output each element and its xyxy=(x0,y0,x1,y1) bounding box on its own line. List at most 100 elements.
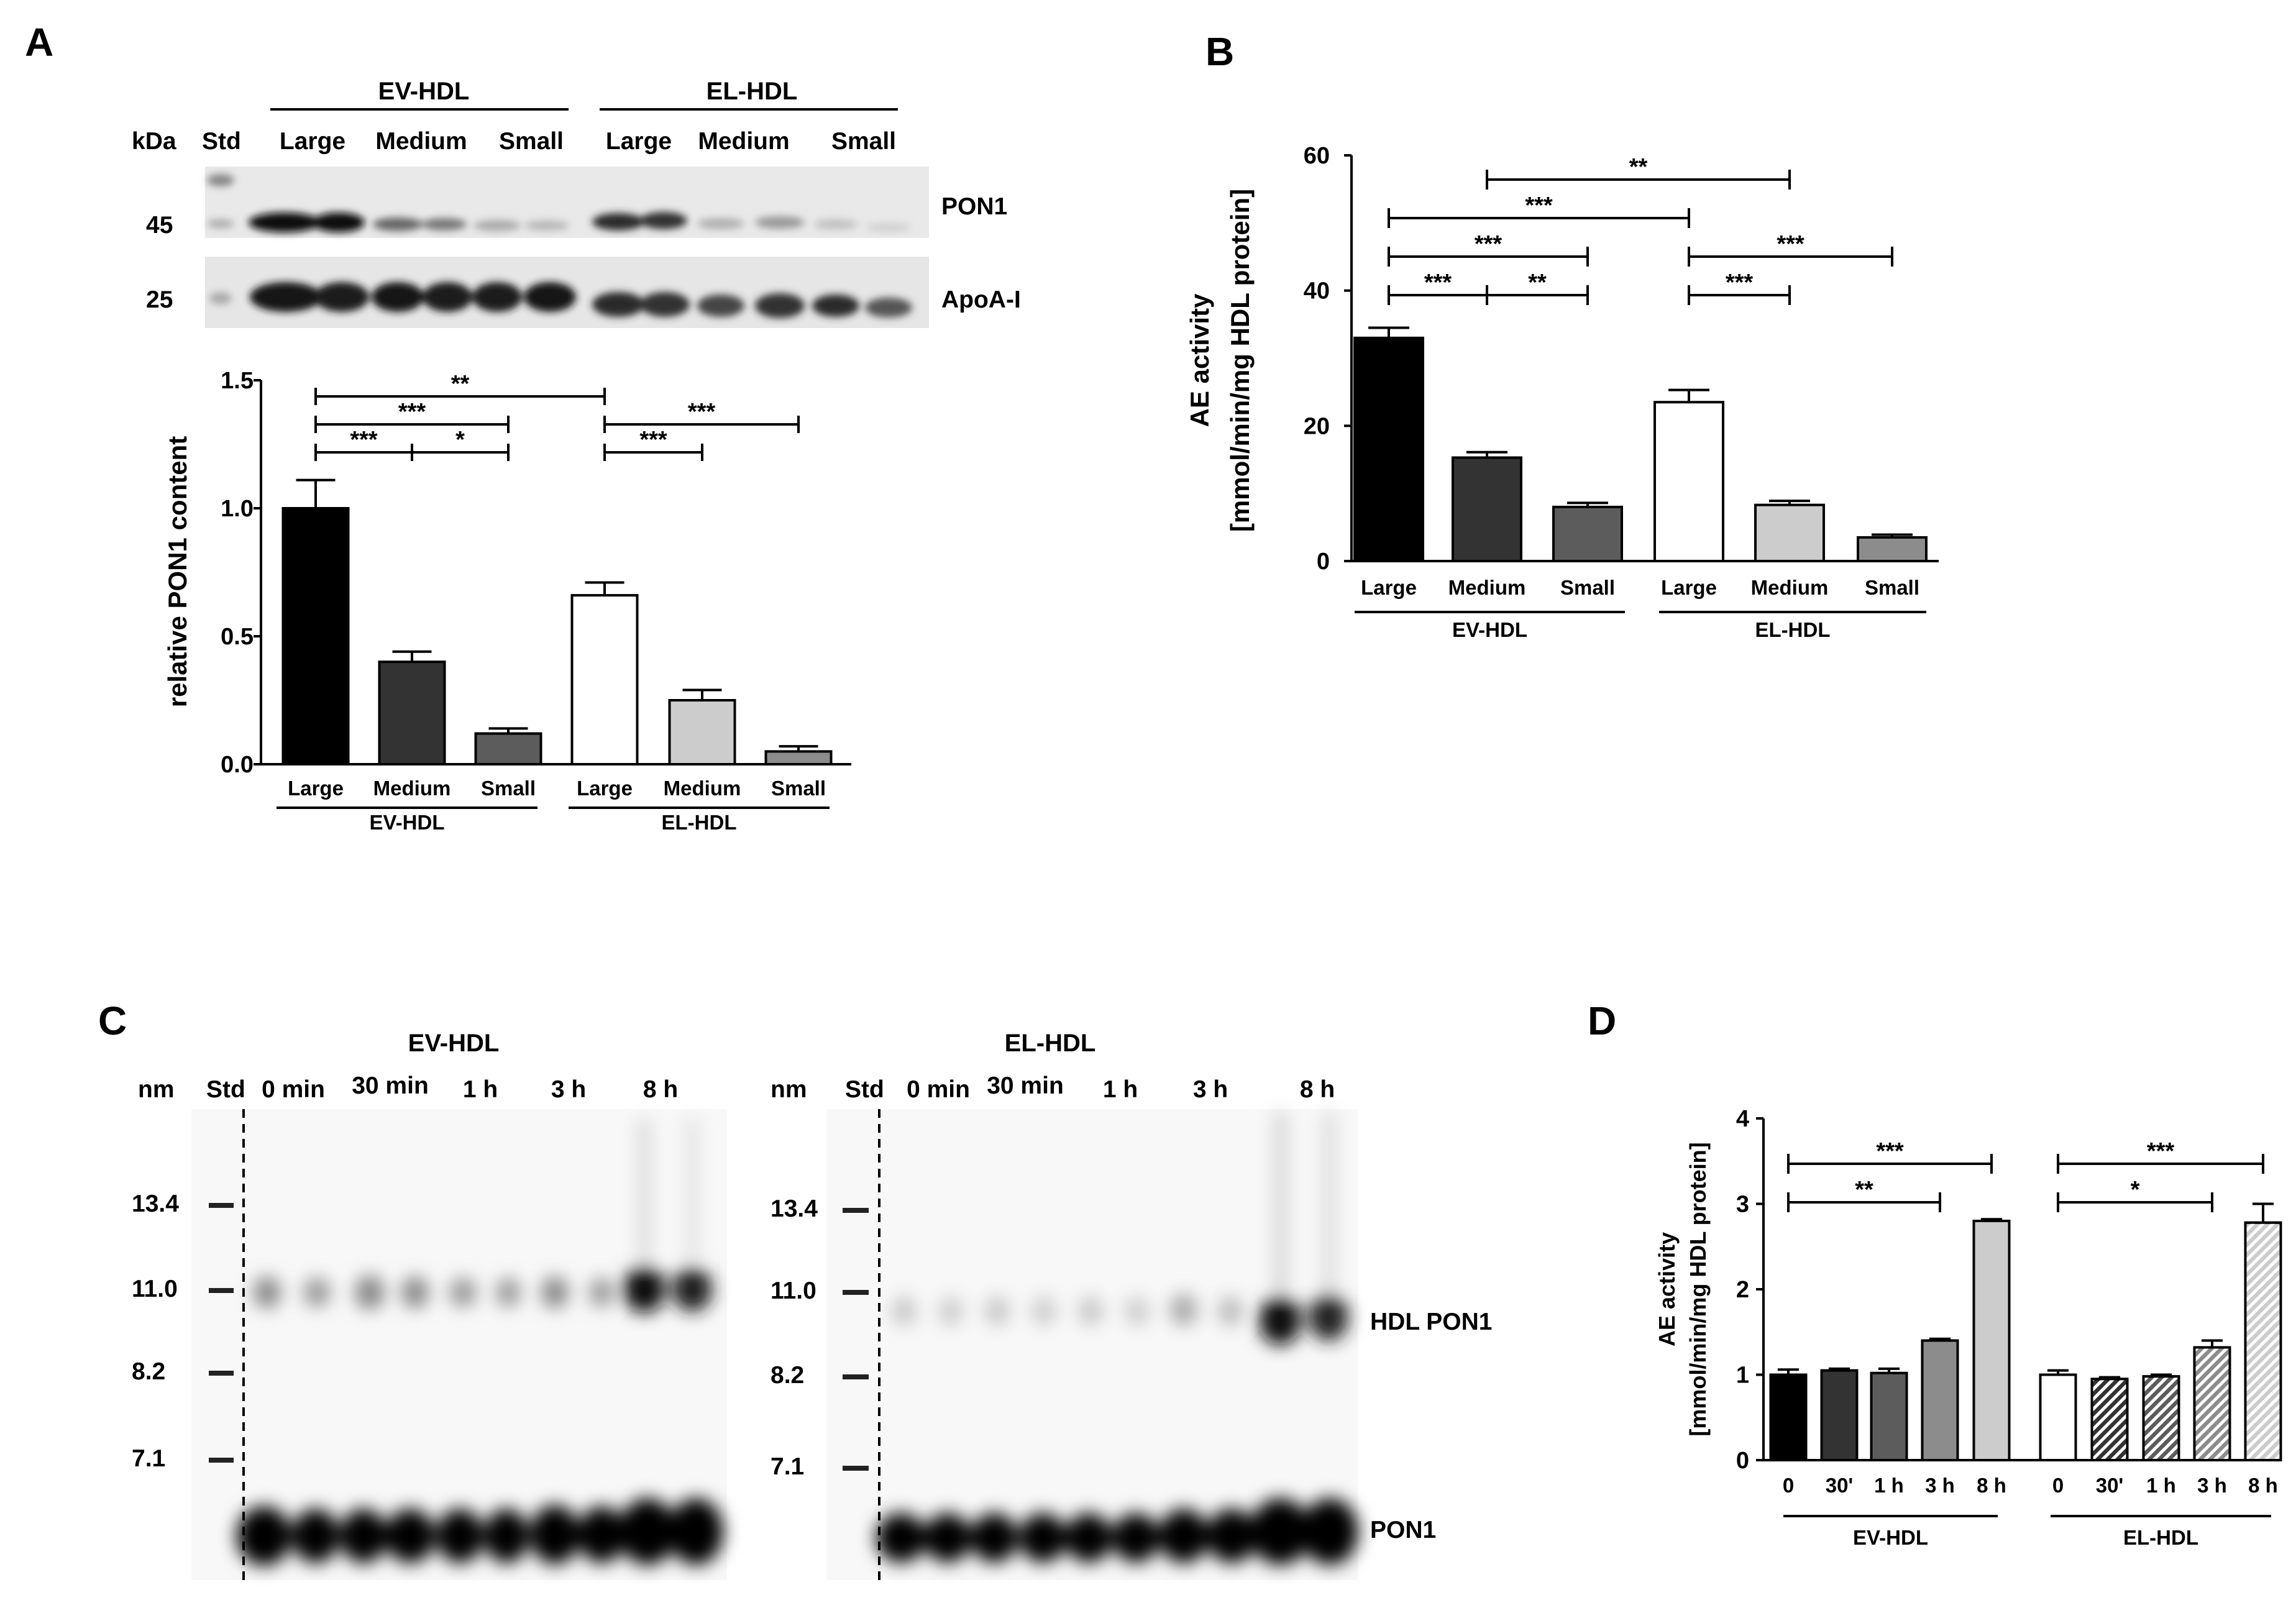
y-tick-label: 1 xyxy=(1736,1363,1749,1389)
blot-a-apoa1-bands xyxy=(209,282,912,318)
bar-hatch xyxy=(2194,1347,2230,1460)
blot-c-right-lane: 1 h xyxy=(1103,1076,1138,1103)
hatch-line xyxy=(2293,1212,2296,1460)
blot-c-left-marker: 13.4 xyxy=(132,1190,179,1217)
bar xyxy=(1754,503,1825,562)
group-label: EL-HDL xyxy=(2123,1526,2198,1549)
x-tick-label: Large xyxy=(1361,576,1417,599)
blot-c-right-lane: 0 min xyxy=(907,1076,970,1103)
bar xyxy=(1769,1373,1808,1461)
significance-label: *** xyxy=(350,427,378,453)
x-tick-label: Large xyxy=(288,777,344,800)
bar xyxy=(1870,1371,1908,1461)
significance-label: ** xyxy=(1629,154,1648,180)
group-label: EV-HDL xyxy=(369,811,444,834)
significance-bracket xyxy=(1486,170,1791,190)
bar xyxy=(2039,1373,2077,1461)
bar xyxy=(764,750,833,766)
blot-c-right-std: Std xyxy=(845,1076,884,1103)
hatch-line xyxy=(2092,1382,2128,1423)
y-axis-label: relative PON1 content xyxy=(163,436,192,707)
hatch-line xyxy=(2092,1402,2128,1443)
y-tick-label: 2 xyxy=(1736,1277,1749,1303)
hatch-line xyxy=(2245,1223,2281,1264)
significance-label: *** xyxy=(1726,270,1754,296)
y-tick-label: 0 xyxy=(1317,549,1330,575)
significance-label: *** xyxy=(1475,231,1502,257)
hatch-line xyxy=(2092,1392,2128,1433)
significance-bracket xyxy=(411,444,510,461)
significance-label: *** xyxy=(1525,193,1553,219)
significance-bracket xyxy=(2057,1192,2213,1212)
blot-c-right-bands xyxy=(876,1112,1358,1565)
significance-label: * xyxy=(2131,1177,2140,1203)
hatch-line xyxy=(2194,1392,2230,1433)
blot-a-lane-label: Large xyxy=(280,128,345,155)
group-label: EL-HDL xyxy=(1755,618,1831,641)
group-label: EV-HDL xyxy=(1853,1526,1928,1549)
hatch-line xyxy=(2245,1303,2281,1343)
significance-label: *** xyxy=(1424,270,1452,296)
chart-d: 0 1 2 3 4 AE activity [mmol/min/mg HDL protein… xyxy=(1654,1106,2296,1549)
native-gel-c: EV-HDL nm Std 0 min 30 min 1 h 3 h 8 h 1… xyxy=(132,1030,1493,1580)
y-tick-label: 60 xyxy=(1304,143,1330,169)
significance-bracket xyxy=(1486,285,1589,305)
blot-c-left-nm: nm xyxy=(138,1076,175,1103)
blot-c-band-pon1: PON1 xyxy=(1370,1517,1436,1543)
hatch-line xyxy=(2194,1382,2230,1423)
blot-a-pon1-bands xyxy=(207,174,911,232)
blot-c-left-lane: 1 h xyxy=(463,1076,498,1103)
significance-label: ** xyxy=(451,371,470,397)
x-tick-label: Small xyxy=(771,777,826,800)
chart-b: 0 20 40 60 AE activity [mmol/min/mg HDL prote… xyxy=(1185,143,1939,641)
blot-c-left-title: EV-HDL xyxy=(408,1030,500,1057)
panel-label-d: D xyxy=(1588,998,1616,1043)
significance-bracket xyxy=(603,416,800,433)
blot-c-right-lane: 30 min xyxy=(987,1072,1064,1099)
significance-bracket xyxy=(1688,247,1893,267)
western-blot-a: EV-HDL EL-HDL kDa Std Large Medium Small… xyxy=(132,78,1021,328)
hatch-line xyxy=(2291,1212,2296,1460)
significance-label: *** xyxy=(639,427,667,453)
hatch-line xyxy=(2143,1412,2179,1453)
panel-label-a: A xyxy=(25,20,53,65)
bar xyxy=(1653,401,1724,562)
hatch-line xyxy=(2143,1402,2179,1443)
hatch-line xyxy=(2245,1313,2281,1353)
blot-a-kda-label: kDa xyxy=(132,128,176,155)
blot-c-left-marker: 8.2 xyxy=(132,1358,165,1385)
blot-a-marker-45: 45 xyxy=(146,212,173,239)
hatch-line xyxy=(2143,1392,2179,1433)
blot-a-lane-label: Small xyxy=(831,128,896,155)
bar xyxy=(378,660,446,765)
hatch-line xyxy=(2194,1412,2230,1453)
x-tick-label: Medium xyxy=(1448,576,1526,599)
blot-a-std-label: Std xyxy=(202,128,241,155)
significance-bracket xyxy=(1688,285,1791,305)
group-label: EL-HDL xyxy=(662,811,737,834)
blot-c-right-lane: 3 h xyxy=(1193,1076,1228,1103)
blot-c-right-std-markers xyxy=(843,1208,869,1471)
blot-c-right-lane: 8 h xyxy=(1300,1076,1335,1103)
bar xyxy=(1552,505,1623,563)
y-axis-label: AE activity xyxy=(1654,1232,1680,1346)
blot-a-lane-label: Small xyxy=(499,128,564,155)
y-tick-label: 0.0 xyxy=(221,752,254,778)
blot-c-left-lane: 30 min xyxy=(352,1072,429,1099)
bar xyxy=(1857,536,1928,562)
x-tick-label: Small xyxy=(1560,576,1615,599)
x-tick-label: 8 h xyxy=(2248,1474,2278,1497)
y-tick-label: 40 xyxy=(1304,278,1330,304)
bar-hatch xyxy=(2143,1212,2296,1460)
blot-a-lane-label: Medium xyxy=(375,128,467,155)
x-tick-label: 1 h xyxy=(2146,1474,2176,1497)
hatch-line xyxy=(2245,1243,2281,1284)
y-tick-label: 20 xyxy=(1304,413,1330,439)
y-axis-label-unit: [mmol/min/mg HDL protein] xyxy=(1685,1142,1711,1436)
x-tick-label: Medium xyxy=(664,777,741,800)
blot-a-band-apoa1: ApoA-I xyxy=(941,286,1021,313)
blot-a-group-ev: EV-HDL xyxy=(378,78,470,105)
blot-c-right-marker: 11.0 xyxy=(771,1277,816,1304)
blot-a-lane-label: Medium xyxy=(698,128,789,155)
blot-c-right-title: EL-HDL xyxy=(1005,1030,1096,1057)
